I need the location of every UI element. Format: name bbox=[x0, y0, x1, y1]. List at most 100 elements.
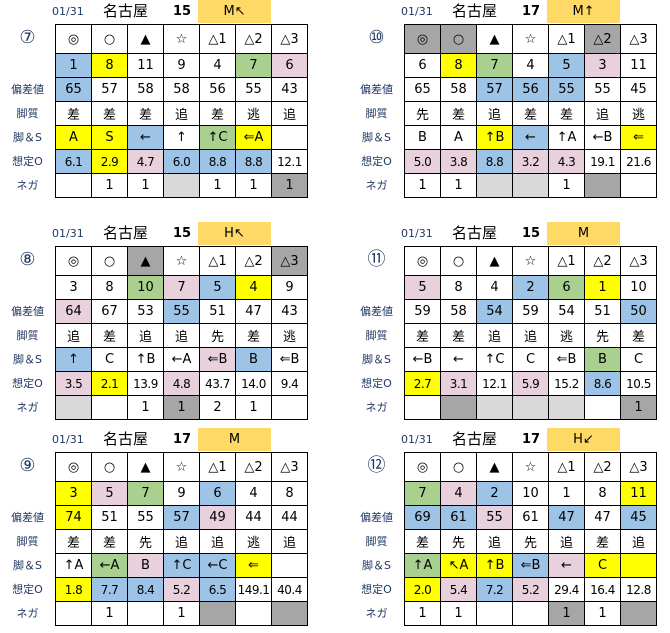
style-cell: 追 bbox=[127, 323, 164, 348]
row-numbers: 5 8 4 2 6 1 10 bbox=[404, 275, 657, 300]
marks-cell: ◎ bbox=[404, 24, 441, 54]
numbers-cell: 10 bbox=[512, 481, 549, 506]
leg-s-cell: ⇐B bbox=[271, 347, 308, 372]
numbers-cell: 9 bbox=[163, 53, 200, 78]
nega-cell bbox=[584, 173, 621, 198]
odds-cell: 8.4 bbox=[127, 577, 164, 602]
row-marks: ◎ ○ ▲ ☆ △1 △2 △3 bbox=[55, 452, 308, 482]
row-marks: ◎ ○ ▲ ☆ △1 △2 △3 bbox=[404, 452, 657, 482]
marks-cell: △1 bbox=[548, 24, 585, 54]
numbers-cell: 4 bbox=[440, 481, 477, 506]
leg-s-cell: ↑B bbox=[127, 347, 164, 372]
leg-s-cell: S bbox=[91, 125, 128, 150]
style-cell: 先 bbox=[512, 529, 549, 554]
row-leg-s: ↑A ↖A ↑B ⇐B ← C bbox=[404, 553, 657, 578]
odds-cell: 2.1 bbox=[91, 371, 128, 396]
row-label-leg-s: 脚＆S bbox=[362, 353, 391, 366]
style-cell: 追 bbox=[163, 323, 200, 348]
numbers-cell: 8 bbox=[440, 53, 477, 78]
row-marks: ◎ ○ ▲ ☆ △1 △2 △3 bbox=[55, 24, 308, 54]
odds-cell: 9.4 bbox=[271, 371, 308, 396]
numbers-cell: 7 bbox=[404, 481, 441, 506]
nega-cell bbox=[476, 173, 513, 198]
numbers-cell: 7 bbox=[163, 275, 200, 300]
marks-cell: ▲ bbox=[127, 246, 164, 276]
field-size: 15 bbox=[173, 226, 192, 241]
marks-cell: △1 bbox=[199, 452, 236, 482]
leg-s-cell: B bbox=[235, 347, 272, 372]
numbers-cell: 11 bbox=[620, 53, 657, 78]
odds-cell: 12.1 bbox=[476, 371, 513, 396]
venue: 名古屋 bbox=[452, 224, 498, 242]
marks-cell: ☆ bbox=[512, 452, 549, 482]
race-number: ⑨ bbox=[19, 455, 36, 476]
row-label-nega: ネガ bbox=[16, 401, 39, 414]
venue: 名古屋 bbox=[452, 2, 498, 20]
nega-cell: 1 bbox=[163, 601, 200, 626]
row-style: 先差追差差追逃 bbox=[404, 101, 657, 126]
deviation-cell: 51 bbox=[91, 505, 128, 530]
row-label-nega: ネガ bbox=[16, 607, 39, 620]
odds-cell: 6.5 bbox=[199, 577, 236, 602]
odds-cell: 1.8 bbox=[55, 577, 92, 602]
leg-s-cell: ⇐B bbox=[512, 553, 549, 578]
nega-cell bbox=[199, 601, 236, 626]
deviation-cell: 55 bbox=[163, 299, 200, 324]
row-leg-s: ←B ← ↑C C ⇐B B C bbox=[404, 347, 657, 372]
row-marks: ◎ ○ ▲ ☆ △1 △2 △3 bbox=[55, 246, 308, 276]
marks-cell: △2 bbox=[235, 24, 272, 54]
row-deviation: 59 58 54 59 54 51 50 bbox=[404, 299, 657, 324]
leg-s-cell: A bbox=[55, 125, 92, 150]
style-cell: 差 bbox=[440, 101, 477, 126]
pace-badge: H↖ bbox=[198, 222, 271, 245]
pace-badge: M↖ bbox=[198, 0, 271, 23]
row-label-odds: 想定O bbox=[12, 583, 43, 596]
nega-cell bbox=[476, 395, 513, 420]
row-label-leg-s: 脚＆S bbox=[13, 131, 42, 144]
row-label-style: 脚質 bbox=[16, 329, 39, 342]
style-cell: 先 bbox=[584, 323, 621, 348]
numbers-cell: 8 bbox=[91, 53, 128, 78]
style-cell: 差 bbox=[91, 323, 128, 348]
marks-cell: ▲ bbox=[127, 24, 164, 54]
nega-cell bbox=[163, 173, 200, 198]
deviation-cell: 54 bbox=[476, 299, 513, 324]
numbers-cell: 4 bbox=[235, 275, 272, 300]
odds-cell: 43.7 bbox=[199, 371, 236, 396]
deviation-cell: 64 bbox=[55, 299, 92, 324]
leg-s-cell: C bbox=[584, 553, 621, 578]
leg-s-cell: C bbox=[620, 347, 657, 372]
numbers-cell: 1 bbox=[55, 53, 92, 78]
pace-badge: M bbox=[198, 428, 271, 451]
nega-cell: 1 bbox=[440, 601, 477, 626]
numbers-cell: 9 bbox=[163, 481, 200, 506]
prediction-table: ◎ ○ ▲ ☆ △1 △2 △3 3 8 10 7 5 4 9 64 67 53 55 51 47 43 追差追追先差逃 ↑… bbox=[55, 246, 308, 420]
odds-cell: 12.8 bbox=[620, 577, 657, 602]
nega-cell: 1 bbox=[199, 173, 236, 198]
marks-cell: ☆ bbox=[163, 24, 200, 54]
field-size: 17 bbox=[522, 4, 541, 19]
row-label-leg-s: 脚＆S bbox=[13, 353, 42, 366]
deviation-cell: 59 bbox=[404, 299, 441, 324]
nega-cell: 1 bbox=[163, 395, 200, 420]
row-label-nega: ネガ bbox=[365, 607, 388, 620]
deviation-cell: 55 bbox=[476, 505, 513, 530]
nega-cell bbox=[404, 395, 441, 420]
deviation-cell: 51 bbox=[584, 299, 621, 324]
race-date: 01/31 bbox=[52, 227, 84, 240]
deviation-cell: 54 bbox=[548, 299, 585, 324]
style-cell: 追 bbox=[584, 101, 621, 126]
row-label-style: 脚質 bbox=[365, 535, 388, 548]
leg-s-cell: B bbox=[127, 553, 164, 578]
style-cell: 追 bbox=[548, 529, 585, 554]
field-size: 15 bbox=[173, 4, 192, 19]
marks-cell: ☆ bbox=[512, 246, 549, 276]
style-cell: 追 bbox=[271, 529, 308, 554]
race-panel: 01/31 名古屋 17 M↑ ⑩ 偏差値 脚質 脚＆S 想定O ネガ ◎ ○ ▲ ☆ △1 △2 △3 6 8 7 4… bbox=[335, 0, 670, 205]
race-panel: 01/31 名古屋 17 H↙ ⑫ 偏差値 脚質 脚＆S 想定O ネガ ◎ ○ ▲ ☆ △1 △2 △3 7 4 2 1… bbox=[335, 428, 670, 633]
row-label-deviation: 偏差値 bbox=[360, 83, 393, 96]
numbers-cell: 4 bbox=[235, 481, 272, 506]
numbers-cell: 8 bbox=[271, 481, 308, 506]
odds-cell: 29.4 bbox=[548, 577, 585, 602]
